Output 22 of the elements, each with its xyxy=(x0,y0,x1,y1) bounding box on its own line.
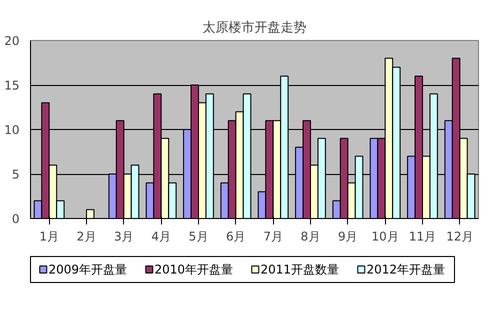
x-tick-label: 7月 xyxy=(263,230,283,244)
x-tick-label: 9月 xyxy=(338,230,358,244)
x-tick-label: 8月 xyxy=(300,230,320,244)
y-tick-label: 20 xyxy=(4,34,20,48)
legend-label: 2009年开盘量 xyxy=(48,262,128,276)
x-tick-label: 6月 xyxy=(226,230,246,244)
chart-title: 太原楼市开盘走势 xyxy=(202,20,306,36)
y-tick-label: 15 xyxy=(4,78,20,92)
x-tick-label: 4月 xyxy=(151,230,171,244)
y-tick-label: 10 xyxy=(4,123,20,137)
y-tick-label: 5 xyxy=(12,168,20,182)
x-tick-label: 12月 xyxy=(446,230,474,244)
y-tick-label: 0 xyxy=(12,212,20,226)
legend-label: 2012年开盘量 xyxy=(366,262,446,276)
legend-label: 2010年开盘量 xyxy=(154,262,234,276)
legend-label: 2011开盘数量 xyxy=(260,262,340,276)
x-tick-label: 1月 xyxy=(39,230,59,244)
x-tick-label: 5月 xyxy=(188,230,208,244)
x-tick-label: 3月 xyxy=(114,230,134,244)
x-tick-label: 11月 xyxy=(408,230,436,244)
x-tick-label: 2月 xyxy=(76,230,96,244)
x-tick-label: 10月 xyxy=(372,230,399,244)
